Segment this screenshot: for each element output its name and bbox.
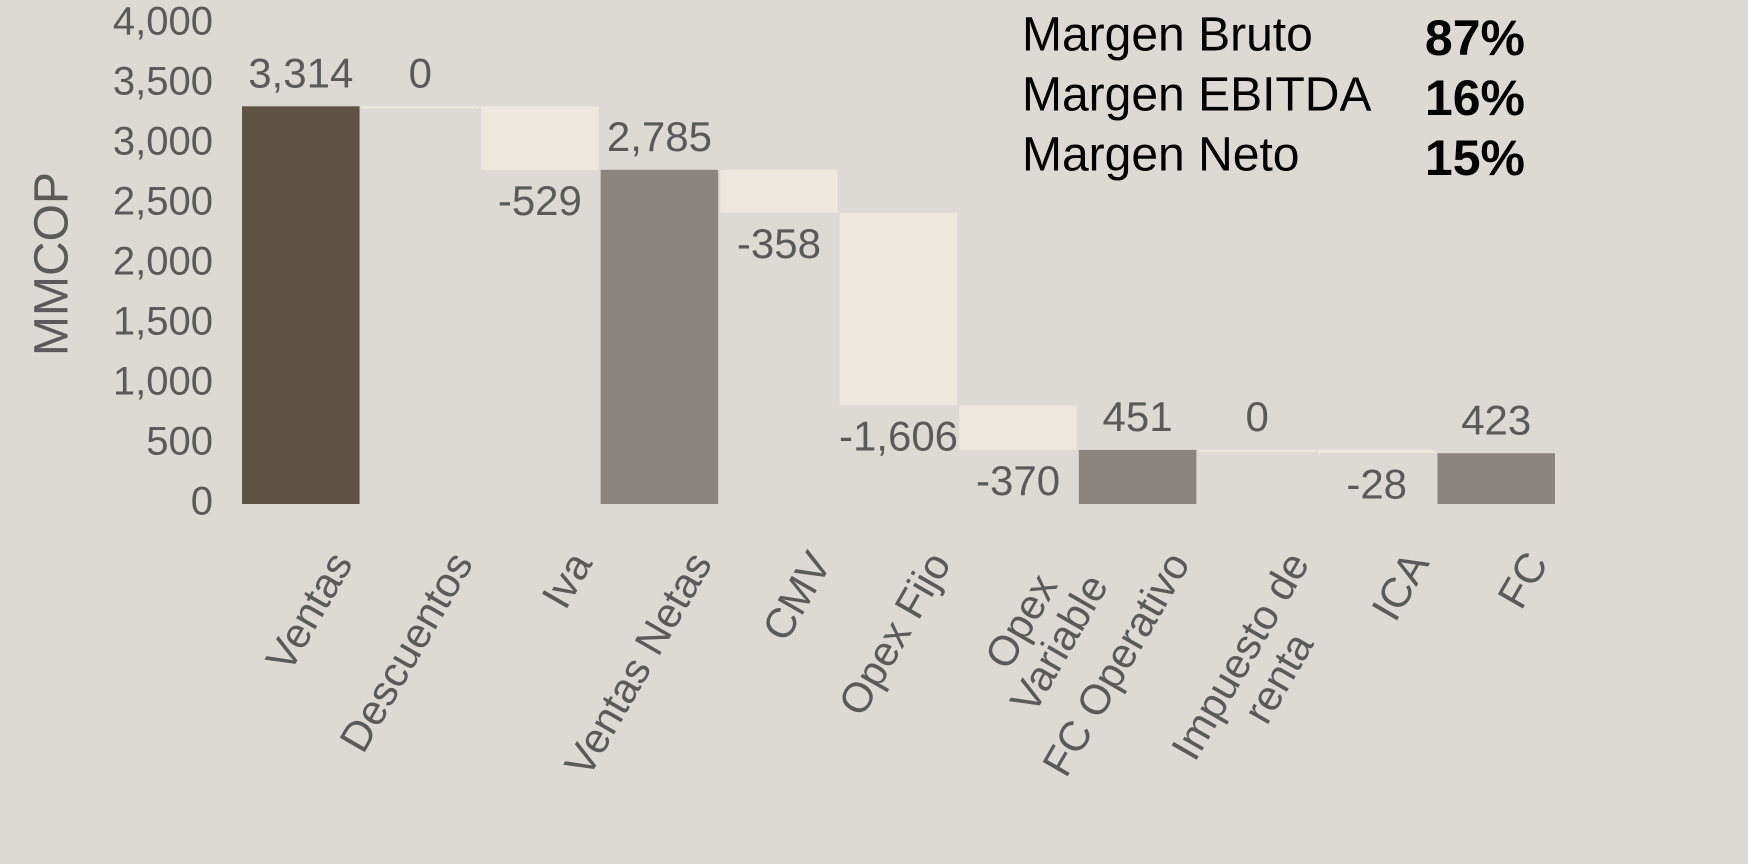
annotation-value: 87% bbox=[1425, 10, 1525, 66]
y-tick-label: 0 bbox=[191, 480, 213, 524]
bar bbox=[1437, 453, 1555, 504]
annotation-value: 16% bbox=[1425, 70, 1525, 126]
value-label: 0 bbox=[1245, 393, 1268, 440]
value-label: 2,785 bbox=[607, 113, 712, 160]
value-label: -529 bbox=[498, 177, 582, 224]
value-label: 3,314 bbox=[248, 49, 353, 96]
bar bbox=[720, 169, 838, 213]
annotation-value: 15% bbox=[1425, 130, 1525, 186]
bar bbox=[600, 169, 719, 505]
value-label: -28 bbox=[1346, 460, 1407, 507]
bar bbox=[481, 106, 599, 170]
y-tick-label: 2,500 bbox=[113, 180, 213, 224]
bar bbox=[1198, 449, 1316, 452]
bar bbox=[1078, 449, 1197, 504]
value-label: 423 bbox=[1461, 396, 1531, 443]
value-label: -1,606 bbox=[839, 413, 958, 460]
y-tick-label: 1,500 bbox=[113, 300, 213, 344]
y-tick-label: 500 bbox=[146, 420, 213, 464]
bar bbox=[1317, 449, 1436, 454]
bar bbox=[959, 405, 1077, 450]
annotation-label: Margen Bruto bbox=[1022, 9, 1313, 62]
annotation-label: Margen Neto bbox=[1022, 129, 1299, 182]
bar bbox=[361, 106, 480, 109]
y-tick-label: 2,000 bbox=[113, 240, 213, 284]
annotation-label: Margen EBITDA bbox=[1022, 69, 1371, 122]
value-label: -370 bbox=[976, 457, 1060, 504]
y-axis-label: MMCOP bbox=[26, 172, 79, 356]
bar bbox=[839, 212, 958, 406]
y-tick-label: 4,000 bbox=[113, 0, 213, 44]
value-label: 0 bbox=[409, 49, 432, 96]
value-label: -358 bbox=[737, 220, 821, 267]
bar bbox=[242, 106, 360, 504]
y-tick-label: 3,000 bbox=[113, 120, 213, 164]
value-label: 451 bbox=[1103, 393, 1173, 440]
y-tick-label: 1,000 bbox=[113, 360, 213, 404]
y-tick-label: 3,500 bbox=[113, 60, 213, 104]
